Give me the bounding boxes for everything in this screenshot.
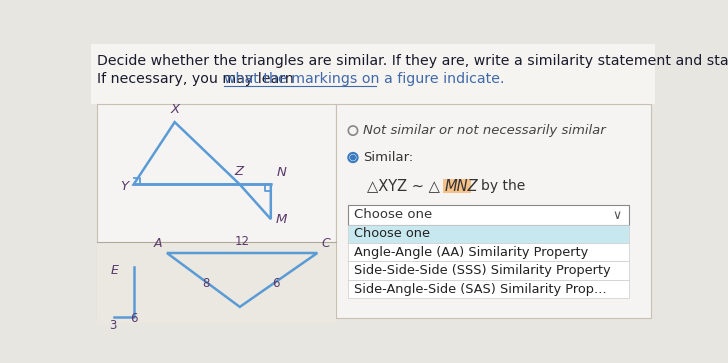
Text: △XYZ ∼ △: △XYZ ∼ △: [367, 179, 440, 193]
Text: Choose one: Choose one: [354, 208, 432, 221]
Bar: [98, 242, 336, 323]
Text: E: E: [111, 264, 119, 277]
Text: Y: Y: [120, 180, 128, 192]
Bar: [443, 179, 471, 193]
Bar: [348, 261, 629, 280]
Text: Similar:: Similar:: [363, 151, 414, 164]
Text: Angle-Angle (AA) Similarity Property: Angle-Angle (AA) Similarity Property: [354, 246, 588, 259]
Bar: [348, 243, 629, 261]
Text: M: M: [275, 213, 287, 226]
Text: Not similar or not necessarily similar: Not similar or not necessarily similar: [363, 124, 606, 137]
Text: 8: 8: [202, 277, 210, 290]
Text: ∨: ∨: [613, 209, 622, 222]
Text: 12: 12: [234, 234, 250, 248]
Bar: [348, 205, 629, 224]
Text: Side-Side-Side (SSS) Similarity Property: Side-Side-Side (SSS) Similarity Property: [354, 264, 610, 277]
Text: what the markings on a figure indicate.: what the markings on a figure indicate.: [224, 72, 505, 86]
Text: Side-Angle-Side (SAS) Similarity Prop…: Side-Angle-Side (SAS) Similarity Prop…: [354, 283, 606, 296]
Bar: [336, 103, 651, 318]
Bar: [348, 224, 629, 243]
Bar: [91, 44, 655, 103]
Circle shape: [350, 154, 356, 160]
Bar: [98, 103, 336, 318]
Text: 6: 6: [130, 311, 138, 325]
Text: X: X: [171, 103, 180, 116]
Text: by the: by the: [480, 179, 525, 193]
Bar: [348, 280, 629, 298]
Text: C: C: [321, 237, 330, 250]
Text: A: A: [154, 237, 162, 250]
Text: Z: Z: [234, 164, 244, 178]
Text: 6: 6: [272, 277, 280, 290]
Text: If necessary, you may learn: If necessary, you may learn: [98, 72, 298, 86]
Text: MNZ: MNZ: [444, 179, 478, 193]
Text: 3: 3: [109, 319, 116, 332]
Text: Choose one: Choose one: [354, 227, 430, 240]
Text: Decide whether the triangles are similar. If they are, write a similarity statem: Decide whether the triangles are similar…: [98, 54, 728, 68]
Text: N: N: [276, 166, 286, 179]
